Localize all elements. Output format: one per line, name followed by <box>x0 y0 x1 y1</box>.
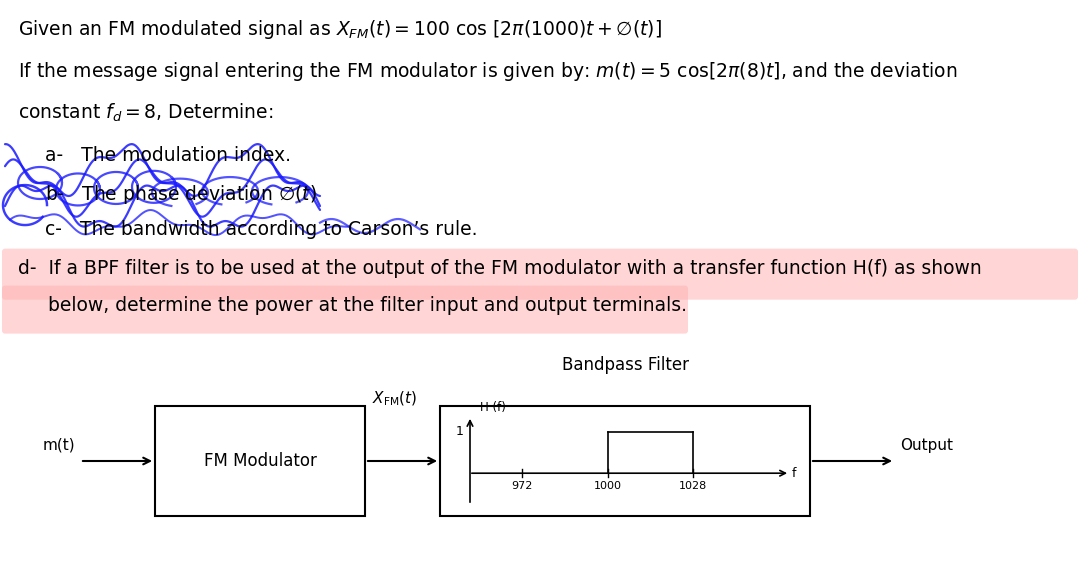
Text: f: f <box>792 467 797 480</box>
Text: If the message signal entering the FM modulator is given by: $m(t) = 5$ cos$[2\p: If the message signal entering the FM mo… <box>18 60 958 83</box>
Text: below, determine the power at the filter input and output terminals.: below, determine the power at the filter… <box>18 296 687 315</box>
Text: Output: Output <box>900 438 953 453</box>
FancyBboxPatch shape <box>2 249 1078 300</box>
FancyBboxPatch shape <box>2 286 688 333</box>
Text: FM Modulator: FM Modulator <box>203 452 316 470</box>
Text: b-   The phase deviation $\varnothing(t)$: b- The phase deviation $\varnothing(t)$ <box>45 183 316 206</box>
Bar <box>440 406 810 516</box>
Text: m(t): m(t) <box>42 438 75 453</box>
Text: 1028: 1028 <box>679 481 707 491</box>
Text: a-   The modulation index.: a- The modulation index. <box>45 146 291 165</box>
Text: Bandpass Filter: Bandpass Filter <box>562 356 689 374</box>
Text: c-   The bandwidth according to Carson’s rule.: c- The bandwidth according to Carson’s r… <box>45 220 477 239</box>
Text: H (f): H (f) <box>480 401 505 414</box>
Text: 972: 972 <box>511 481 532 491</box>
Text: d-  If a BPF filter is to be used at the output of the FM modulator with a trans: d- If a BPF filter is to be used at the … <box>18 259 982 278</box>
Bar <box>156 406 365 516</box>
Text: 1000: 1000 <box>594 481 622 491</box>
Text: Given an FM modulated signal as $X_{FM}(t) = 100$ cos $[2\pi(1000)t + \varnothin: Given an FM modulated signal as $X_{FM}(… <box>18 18 662 41</box>
Text: constant $f_d = 8$, Determine:: constant $f_d = 8$, Determine: <box>18 102 273 124</box>
Text: 1: 1 <box>456 426 464 438</box>
Text: $X_{\mathregular{FM}}(t)$: $X_{\mathregular{FM}}(t)$ <box>372 390 417 408</box>
